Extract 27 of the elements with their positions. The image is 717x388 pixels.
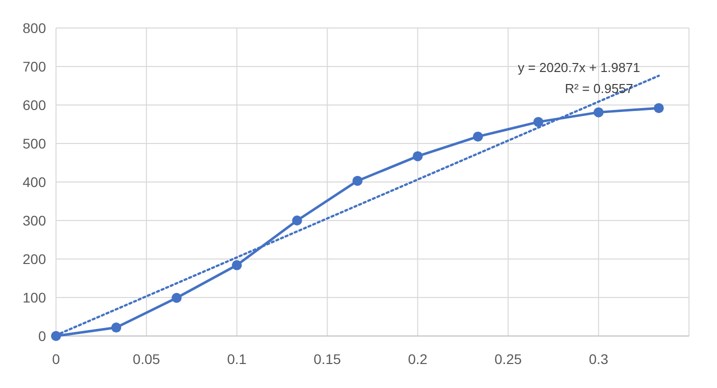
x-tick-label: 0.3 xyxy=(588,351,609,367)
y-tick-label: 500 xyxy=(22,135,46,152)
y-tick-label: 600 xyxy=(22,96,46,113)
point xyxy=(292,216,302,226)
y-tick-label: 200 xyxy=(22,250,46,267)
x-tick-label: 0.1 xyxy=(227,351,247,367)
x-tick-label: 0.05 xyxy=(132,351,160,367)
y-tick-label: 0 xyxy=(38,328,46,344)
x-tick-label: 0.25 xyxy=(494,351,522,367)
y-tick-label: 700 xyxy=(22,58,46,74)
point xyxy=(472,132,483,142)
point xyxy=(533,116,544,127)
y-tick-label: 100 xyxy=(22,289,46,306)
point xyxy=(232,260,242,270)
y-tick-label: 300 xyxy=(22,212,46,228)
y-tick-label: 400 xyxy=(22,174,46,190)
point xyxy=(594,107,604,118)
point xyxy=(111,322,122,333)
point xyxy=(654,103,664,114)
x-tick-label: 0.2 xyxy=(408,351,428,367)
point xyxy=(352,176,362,186)
x-tick-label: 0 xyxy=(52,351,60,367)
x-tick-label: 0.15 xyxy=(314,351,342,367)
point xyxy=(172,292,182,303)
y-tick-label: 800 xyxy=(22,20,46,36)
annotation: y = 2020.7x + 1.9871 xyxy=(518,60,640,75)
point xyxy=(412,151,423,162)
